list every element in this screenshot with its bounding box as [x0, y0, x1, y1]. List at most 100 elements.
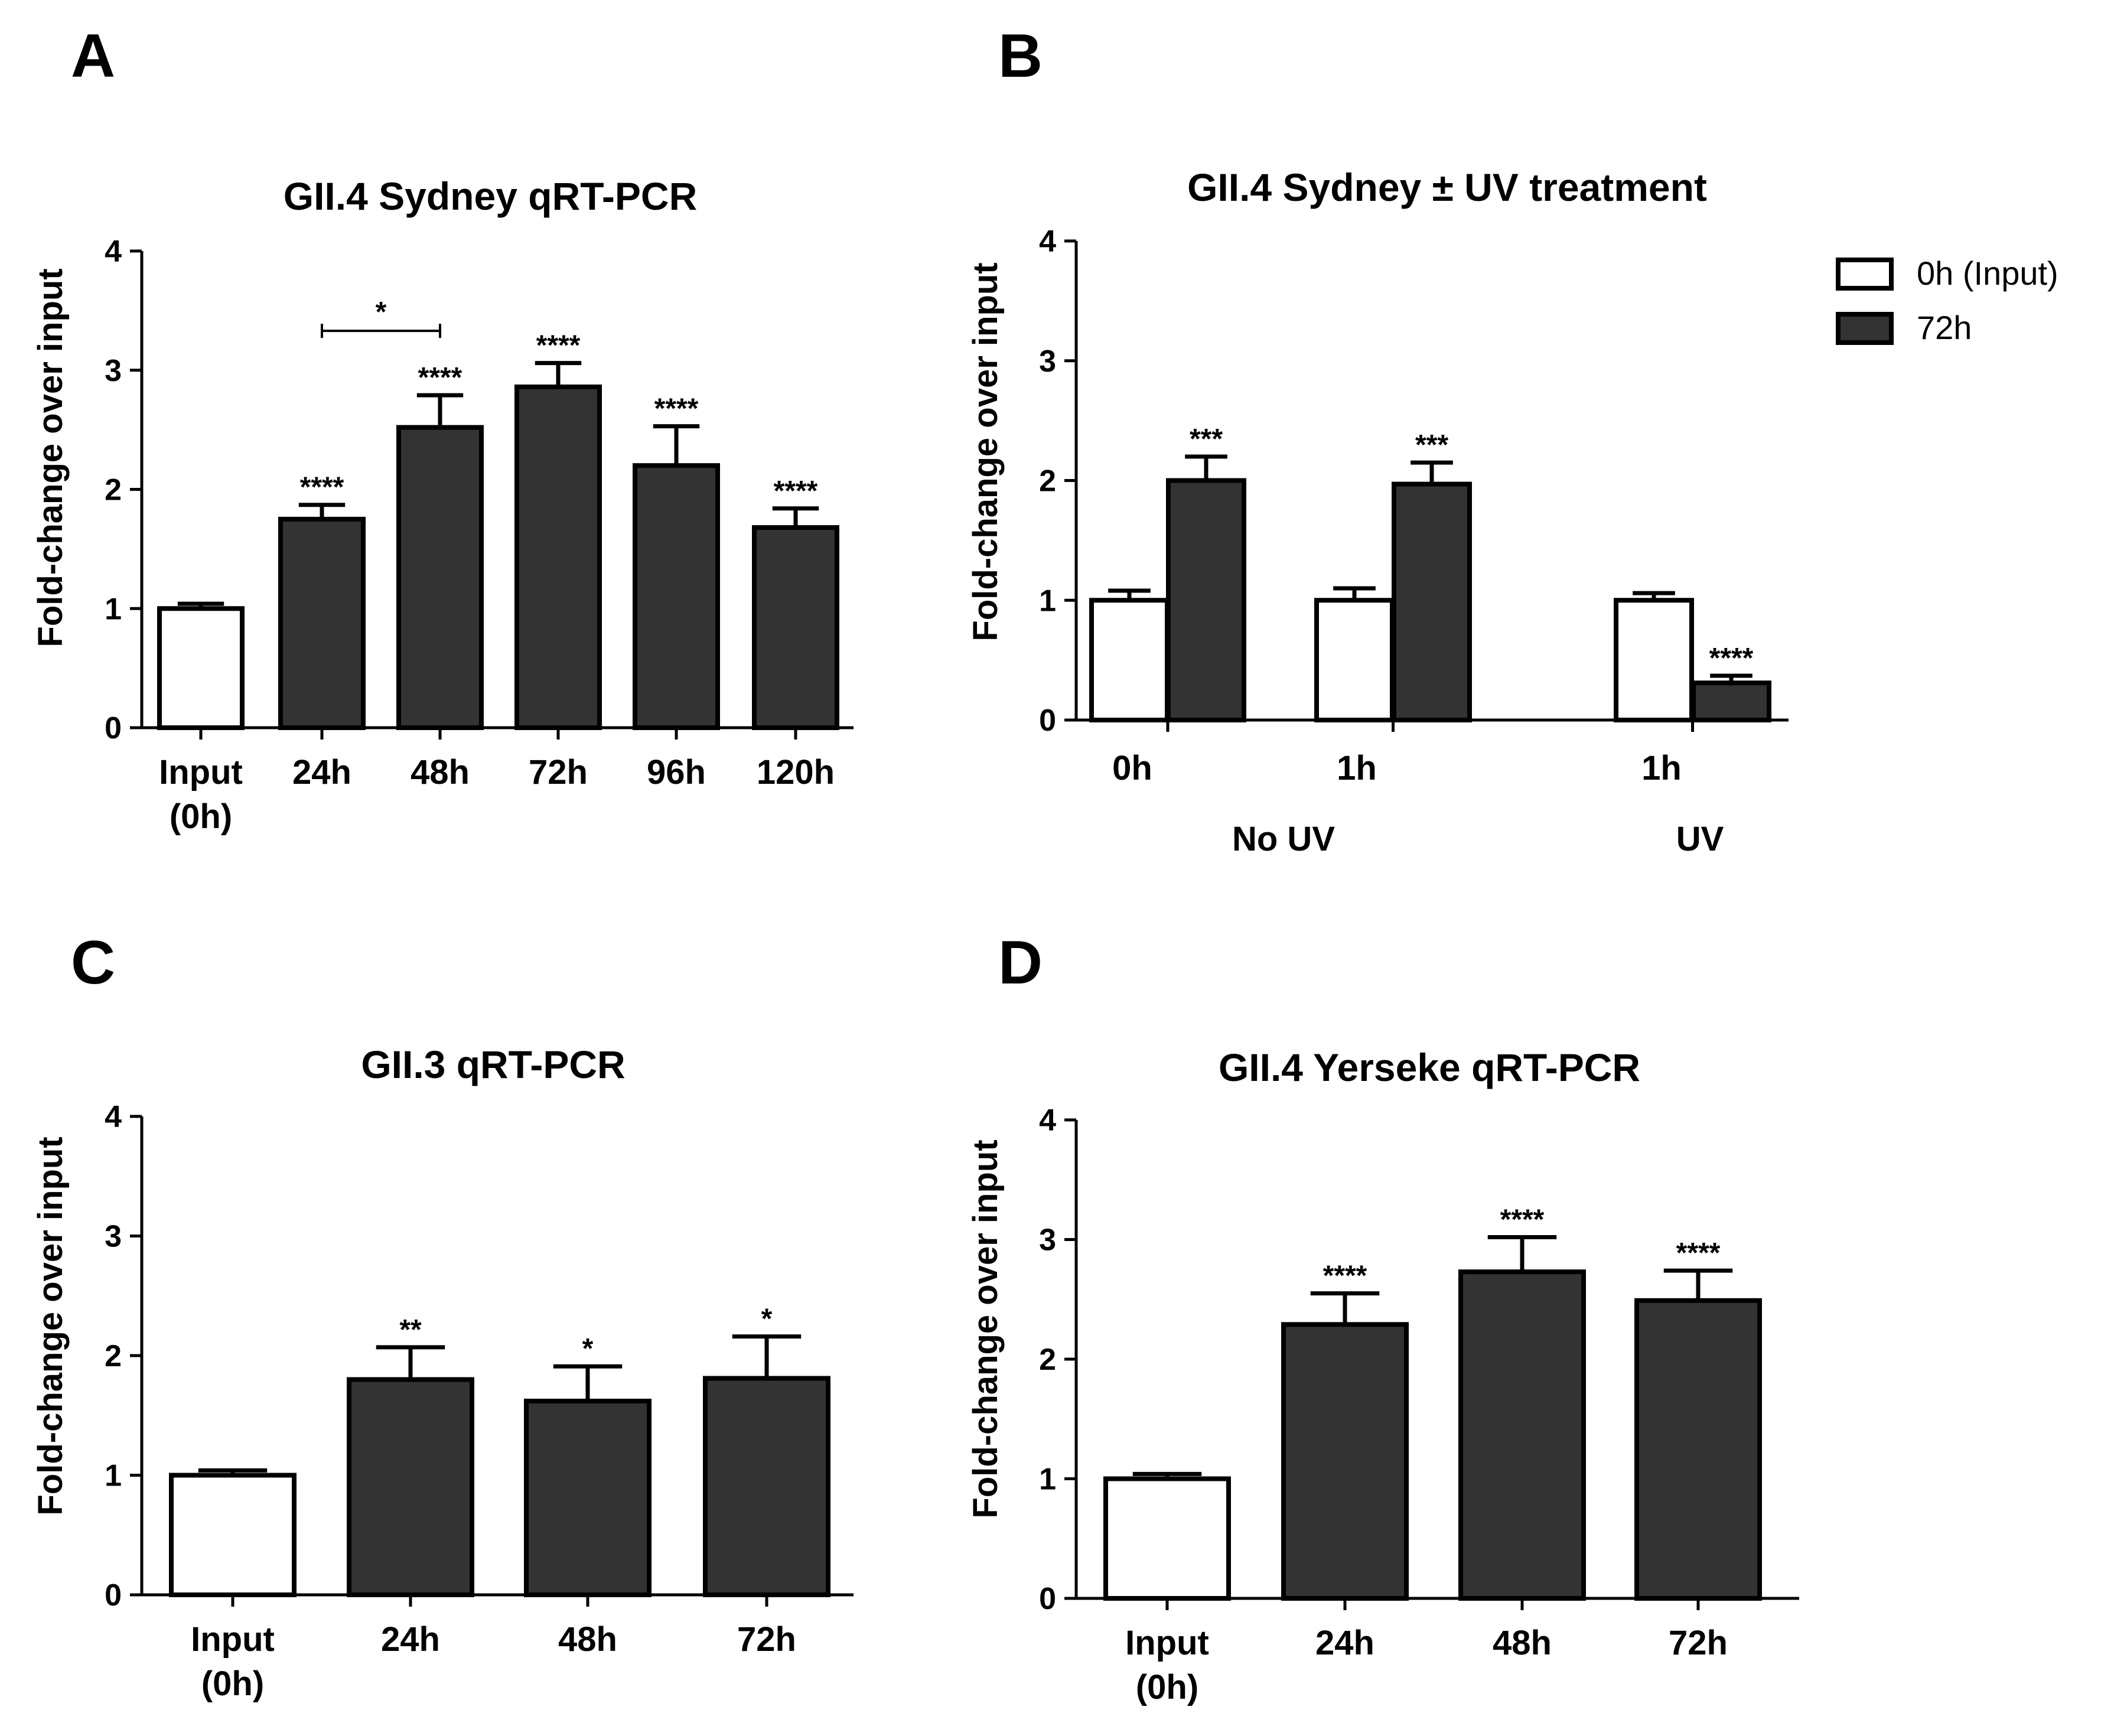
chart-b-ytick-label-2: 2 — [1039, 464, 1056, 499]
chart-b-bar-2-series-1 — [1691, 680, 1771, 722]
chart-c-ytick-label-2: 2 — [105, 1339, 122, 1373]
chart-c-bar-2-significance: * — [582, 1333, 594, 1364]
chart-b-ytick-label-4: 4 — [1039, 224, 1056, 259]
chart-d-xtick-label-1: 24h — [1315, 1624, 1374, 1662]
chart-c-xtick-label-0-line-1: (0h) — [201, 1665, 264, 1703]
chart-d-bar-3 — [1634, 1298, 1762, 1601]
chart-b-group-label-uv: UV — [1676, 820, 1724, 858]
chart-a-plot: 0 1 2 3 4 Input (0h) **** 24h **** 48h **** 72h **** 9… — [105, 234, 854, 836]
chart-d-xtick-label-0-line-1: (0h) — [1136, 1668, 1198, 1706]
chart-d-xtick-label-3: 72h — [1669, 1624, 1728, 1662]
chart-a-ylabel: Fold-change over input — [31, 268, 70, 647]
chart-a-bar-3 — [514, 384, 602, 730]
chart-a-bar-2-significance: **** — [418, 362, 462, 393]
chart-b-ytick-label-1: 1 — [1039, 584, 1056, 618]
chart-d-bar-2-significance: **** — [1500, 1204, 1545, 1235]
chart-c-xtick-label-2: 48h — [558, 1620, 617, 1659]
panel-letter-d: D — [998, 929, 1043, 997]
chart-d-plot: 0 1 2 3 4 Input (0h) **** 24h **** 48h **** 72h — [1039, 1103, 1799, 1706]
chart-c-bar-1-significance: ** — [399, 1314, 422, 1346]
chart-a-bar-3-significance: **** — [536, 330, 581, 361]
chart-a-bar-4-significance: **** — [654, 393, 699, 425]
chart-a-xtick-label-5: 120h — [757, 753, 835, 792]
chart-a: GII.4 Sydney qRT-PCR Fold-change over in… — [31, 174, 854, 836]
chart-a-bar-5-significance: **** — [774, 475, 818, 507]
chart-b-ylabel: Fold-change over input — [966, 262, 1005, 641]
chart-b-title: GII.4 Sydney ± UV treatment — [1187, 165, 1707, 209]
chart-a-xtick-label-2: 48h — [411, 753, 470, 792]
chart-b-xtick-label-2: 1h — [1641, 749, 1682, 787]
panel-letter-a: A — [71, 22, 115, 90]
chart-a-xtick-label-0-line-1: (0h) — [170, 797, 232, 836]
chart-b-ytick-label-0: 0 — [1039, 703, 1056, 738]
chart-a-bar-1 — [278, 516, 366, 730]
chart-b-bar-2-series-0 — [1614, 598, 1694, 722]
legend-label-input: 0h (Input) — [1917, 255, 2058, 292]
chart-d-bar-2 — [1458, 1269, 1586, 1601]
chart-b-bar-0-series-1 — [1166, 478, 1246, 722]
chart-d-ytick-label-2: 2 — [1039, 1343, 1056, 1377]
chart-c-bar-0 — [169, 1473, 297, 1597]
chart-a-ytick-label-4: 4 — [105, 234, 122, 269]
chart-c-title: GII.3 qRT-PCR — [361, 1043, 625, 1086]
chart-d-title: GII.4 Yerseke qRT-PCR — [1219, 1045, 1640, 1089]
chart-d-bar-1 — [1281, 1322, 1409, 1601]
chart-c-xtick-label-1: 24h — [381, 1620, 440, 1659]
chart-a-xtick-label-0-line-0: Input — [159, 753, 243, 792]
chart-a-ytick-label-1: 1 — [105, 592, 122, 626]
panel-letter-c: C — [71, 929, 115, 997]
chart-a-bar-4 — [633, 463, 720, 731]
chart-a-ytick-label-0: 0 — [105, 711, 122, 745]
legend-swatch-input — [1836, 258, 1894, 291]
chart-b-bar-0-series-1-significance: *** — [1190, 424, 1223, 455]
chart-c-xtick-label-0-line-0: Input — [191, 1620, 275, 1659]
chart-d-ytick-label-1: 1 — [1039, 1463, 1056, 1497]
chart-c: GII.3 qRT-PCR Fold-change over input 0 1 2… — [31, 1043, 854, 1703]
chart-b: GII.4 Sydney ± UV treatment Fold-change … — [966, 165, 2058, 858]
chart-a-title: GII.4 Sydney qRT-PCR — [284, 174, 697, 218]
chart-a-bar-2 — [396, 425, 484, 731]
chart-d: GII.4 Yerseke qRT-PCR Fold-change over i… — [966, 1045, 1799, 1706]
chart-c-bar-3 — [703, 1376, 830, 1598]
chart-d-xtick-label-2: 48h — [1493, 1624, 1552, 1662]
chart-a-bar-1-significance: **** — [300, 472, 344, 503]
chart-d-ytick-label-4: 4 — [1039, 1103, 1056, 1138]
chart-c-ytick-label-4: 4 — [105, 1100, 122, 1134]
chart-c-ytick-label-0: 0 — [105, 1578, 122, 1613]
chart-a-bracket-0-label: * — [376, 297, 387, 328]
chart-d-bar-1-significance: **** — [1323, 1261, 1367, 1292]
chart-a-ytick-label-2: 2 — [105, 473, 122, 507]
chart-d-ytick-label-3: 3 — [1039, 1223, 1056, 1258]
chart-b-bar-0-series-0 — [1089, 598, 1170, 722]
chart-a-xtick-label-3: 72h — [529, 753, 588, 792]
chart-b-plot: 0 1 2 3 4 *** 0h *** 1h **** 1h — [1039, 224, 1789, 787]
chart-a-xtick-label-4: 96h — [647, 753, 706, 792]
chart-b-bar-1-series-1-significance: *** — [1415, 429, 1448, 461]
chart-c-bar-3-significance: * — [761, 1304, 773, 1335]
chart-b-bar-2-series-1-significance: **** — [1709, 643, 1754, 674]
chart-c-ylabel: Fold-change over input — [31, 1136, 70, 1515]
chart-b-xtick-label-0: 0h — [1112, 749, 1152, 787]
panel-letter-b: B — [998, 22, 1043, 90]
chart-d-ytick-label-0: 0 — [1039, 1582, 1056, 1616]
chart-c-ytick-label-3: 3 — [105, 1220, 122, 1254]
chart-a-xtick-label-1: 24h — [292, 753, 351, 792]
chart-b-ytick-label-3: 3 — [1039, 344, 1056, 379]
chart-c-plot: 0 1 2 3 4 Input (0h) ** 24h * 48h * 72h — [105, 1100, 854, 1703]
chart-c-bar-2 — [524, 1398, 652, 1597]
chart-d-ylabel: Fold-change over input — [966, 1139, 1005, 1518]
legend-swatch-72h — [1836, 312, 1894, 345]
chart-c-bar-1 — [347, 1377, 474, 1597]
chart-b-bar-1-series-1 — [1392, 481, 1472, 723]
chart-d-bar-0 — [1103, 1476, 1231, 1601]
chart-d-bar-3-significance: **** — [1676, 1237, 1721, 1269]
chart-a-bar-0 — [157, 606, 245, 730]
chart-c-ytick-label-1: 1 — [105, 1459, 122, 1493]
chart-c-xtick-label-3: 72h — [737, 1620, 796, 1659]
chart-a-bar-5 — [752, 525, 839, 730]
chart-d-xtick-label-0-line-0: Input — [1125, 1624, 1209, 1662]
chart-b-bar-1-series-0 — [1314, 598, 1395, 722]
legend-label-72h: 72h — [1917, 309, 1972, 346]
chart-b-legend: 0h (Input) 72h — [1836, 255, 2058, 346]
